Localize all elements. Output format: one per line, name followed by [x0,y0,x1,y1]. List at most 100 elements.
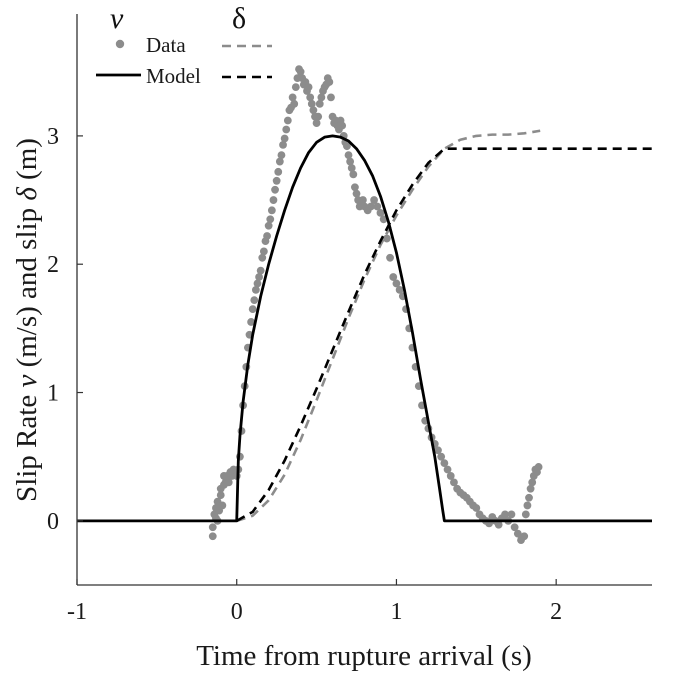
plot-area [77,65,652,544]
data-v-point [304,83,313,92]
data-v-point [446,472,455,480]
ticks: -1 0 1 2 0 1 2 3 [47,124,562,625]
data-v-point [283,116,292,125]
data-v-point [255,273,263,281]
data-v-point [437,452,446,461]
x-tick-label: 1 [390,599,402,625]
data-v-point [224,478,233,487]
x-tick-label: -1 [67,599,87,625]
y-axis-title-part2: (m/s) and slip [11,201,43,375]
data-v-point [282,125,291,134]
data-v-point [317,93,326,102]
y-tick-label: 0 [47,509,59,535]
data-v-point [528,478,537,487]
data-v-point [434,446,442,455]
data-v-point [296,67,305,76]
data-v-point [291,83,300,92]
data-v-point [277,151,286,160]
x-tick-label: 0 [231,599,243,625]
data-v-point [373,202,382,211]
data-v-point [526,484,535,493]
data-v-point [352,189,361,198]
data-v-point [325,78,334,86]
y-tick-label: 3 [47,124,59,150]
data-v-point [376,208,385,217]
data-v-point [386,253,394,262]
data-v-point [520,532,529,541]
data-v-point [251,285,260,294]
data-v-point [208,523,217,532]
data-v-point [344,151,353,160]
data-v-point [359,196,367,204]
data-v-point [534,463,543,471]
data-v-point [315,99,324,108]
legend-data-label: Data [146,33,186,57]
data-v-point [253,279,262,288]
data-v-point [271,185,279,194]
model-delta-line [236,147,652,522]
data-v-point [525,493,533,502]
data-v-point [267,206,276,215]
data-v-point [274,167,283,176]
y-axis-title-part3: (m) [11,138,43,187]
data-v-point [307,99,316,108]
data-v-point [259,247,268,256]
data-v-point [472,504,481,512]
data-v-point [279,140,287,149]
data-v-point [247,318,255,326]
data-v-point [494,520,503,529]
data-v-point [338,121,347,130]
data-v-point [314,112,323,121]
data-v-point [216,491,225,500]
y-axis-title-v: v [11,375,43,388]
data-v-point [513,529,522,538]
data-v-point [521,510,530,519]
data-v-point [440,459,449,468]
legend-model-label: Model [146,64,201,88]
y-tick-label: 1 [47,381,59,407]
data-v-point [280,134,289,143]
legend-header-delta: δ [232,2,246,35]
data-v-point [290,99,299,108]
y-axis-title: Slip Rate v (m/s) and slip δ (m) [11,138,43,502]
data-v-point [248,305,257,314]
y-tick-label: 2 [47,252,59,278]
y-axis-title-delta: δ [11,187,43,201]
data-v-point [395,285,404,294]
data-v-point [312,119,321,127]
legend-data-v-marker [115,39,125,49]
data-v-point [250,296,259,305]
legend: v δ Data Model [96,2,272,88]
data-v-point [501,510,509,519]
data-v-point [351,183,359,192]
data-v-point [263,232,271,240]
data-v-point [346,157,355,166]
legend-header-v: v [110,2,124,35]
model-v-line [77,134,652,523]
x-tick-label: 2 [550,599,562,625]
data-v-point [218,501,227,510]
data-v-point [264,221,273,230]
data-v-point [507,510,516,519]
data-v-point [450,478,458,487]
data-v-point [306,93,315,102]
data-v-point [266,215,275,224]
data-v-point [392,279,401,288]
x-axis-title: Time from rupture arrival (s) [196,640,532,672]
data-v-point [510,523,519,532]
data-v-point [272,176,281,185]
data-v-point [309,106,318,115]
data-v-point [269,196,278,204]
data-v-point [366,202,375,211]
data-v-point [258,253,267,262]
data-v-point [343,142,351,151]
data-v-point [327,93,335,102]
data-v-point [443,465,452,474]
data-v-point [370,196,378,204]
data-v-point [349,170,358,179]
data-v-point [347,164,356,172]
data-v-point [256,266,265,275]
data-delta-line [236,129,541,523]
data-v-point [523,501,532,510]
